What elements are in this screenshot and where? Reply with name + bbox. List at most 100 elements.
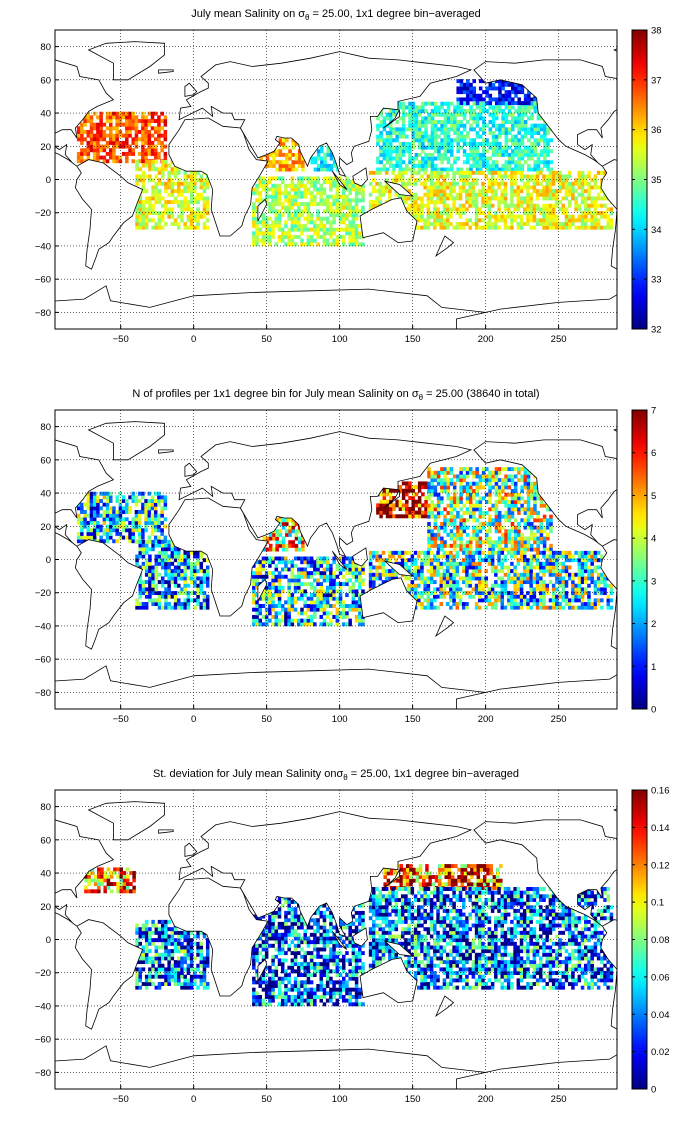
region-0 [76,111,168,164]
colorbar-tick-label: 0.16 [651,786,670,797]
x-tick-label: 200 [478,714,494,725]
y-tick-label: 60 [40,75,51,86]
y-tick-label: −60 [35,655,51,666]
y-tick-label: 20 [40,902,51,913]
colorbar-tick-label: 0.04 [651,1010,670,1021]
region-5 [427,467,553,552]
y-tick-label: −40 [35,621,51,632]
colorbar-tick-label: 7 [651,406,656,417]
y-tick-label: −80 [35,688,51,699]
chart-2: St. deviation for July mean Salinity onσ… [35,768,670,1105]
y-tick-label: −60 [35,1035,51,1046]
region-1 [135,159,210,230]
y-tick-label: 0 [46,175,51,186]
grid [55,30,617,329]
grid [55,410,617,709]
y-tick-label: 80 [40,422,51,433]
colorbar-tick-label: 36 [651,125,662,136]
y-tick-label: 0 [46,555,51,566]
region-1 [76,491,168,544]
y-tick-label: 60 [40,455,51,466]
y-tick-label: −60 [35,275,51,286]
x-tick-label: 100 [332,1094,348,1105]
grid [55,790,617,1089]
data-cells [76,79,614,247]
y-tick-label: 80 [40,802,51,813]
y-tick-label: −20 [35,968,51,979]
colorbar-tick-label: 33 [651,275,662,286]
profile-count-panel: N of profiles per 1x1 degree bin for Jul… [0,380,696,760]
x-tick-label: 150 [405,334,421,345]
chart-title: July mean Salinity on σθ = 25.00, 1x1 de… [191,8,481,22]
x-tick-label: 0 [191,334,196,345]
colorbar-tick-label: 3 [651,576,656,587]
chart-title: St. deviation for July mean Salinity onσ… [153,768,519,782]
colorbar-tick-label: 32 [651,325,662,336]
colorbar-tick-label: 2 [651,619,656,630]
colorbar-tick-label: 38 [651,26,662,37]
x-tick-label: 200 [478,334,494,345]
colorbar-tick-label: 0 [651,705,656,716]
colorbar-tick-label: 5 [651,491,656,502]
region-4 [252,176,365,247]
x-tick-label: −50 [113,1094,129,1105]
region-5 [376,101,554,172]
x-tick-label: 200 [478,1094,494,1105]
x-tick-label: 50 [261,1094,272,1105]
x-tick-label: 100 [332,714,348,725]
x-tick-label: −50 [113,714,129,725]
y-tick-label: −80 [35,308,51,319]
y-tick-label: 60 [40,835,51,846]
y-tick-label: 0 [46,935,51,946]
y-tick-label: −40 [35,1001,51,1012]
colorbar-tick-label: 34 [651,225,662,236]
y-tick-label: 20 [40,522,51,533]
x-tick-label: 0 [191,714,196,725]
x-tick-label: 250 [551,714,567,725]
region-2 [135,919,210,990]
y-tick-label: 20 [40,142,51,153]
y-tick-label: −20 [35,588,51,599]
chart-1: N of profiles per 1x1 degree bin for Jul… [35,388,656,725]
region-4 [252,556,365,627]
x-tick-label: 150 [405,714,421,725]
chart-0: July mean Salinity on σθ = 25.00, 1x1 de… [35,8,662,345]
y-tick-label: −20 [35,208,51,219]
x-tick-label: 250 [551,334,567,345]
x-tick-label: 250 [551,1094,567,1105]
x-tick-label: −50 [113,334,129,345]
colorbar-tick-label: 0.12 [651,860,670,871]
y-tick-label: 40 [40,869,51,880]
y-tick-label: 40 [40,109,51,120]
x-tick-label: 50 [261,334,272,345]
y-tick-label: −40 [35,241,51,252]
x-tick-label: 0 [191,1094,196,1105]
coastlines [55,421,617,709]
salinity-stdev-panel: St. deviation for July mean Salinity onσ… [0,760,696,1140]
colorbar-tick-label: 0.14 [651,823,670,834]
chart-title: N of profiles per 1x1 degree bin for Jul… [132,388,539,402]
y-tick-label: 40 [40,489,51,500]
colorbar-tick-label: 37 [651,75,662,86]
colorbar [631,409,648,710]
salinity-mean-panel: July mean Salinity on σθ = 25.00, 1x1 de… [0,0,696,380]
coastlines [55,41,617,329]
x-tick-label: 150 [405,1094,421,1105]
region-0 [376,481,428,519]
colorbar-tick-label: 1 [651,662,656,673]
colorbar-tick-label: 0.1 [651,898,664,909]
coastlines [55,801,617,1089]
colorbar-tick-label: 0.02 [651,1047,670,1058]
y-tick-label: −80 [35,1068,51,1079]
region-6 [368,550,614,610]
y-tick-label: 80 [40,42,51,53]
x-tick-label: 50 [261,714,272,725]
colorbar-tick-label: 35 [651,175,662,186]
x-tick-label: 100 [332,334,348,345]
colorbar-tick-label: 0.08 [651,935,670,946]
colorbar-tick-label: 6 [651,448,656,459]
region-0 [383,864,503,890]
colorbar-tick-label: 4 [651,534,656,545]
region-1 [84,867,136,894]
colorbar-tick-label: 0 [651,1085,656,1096]
